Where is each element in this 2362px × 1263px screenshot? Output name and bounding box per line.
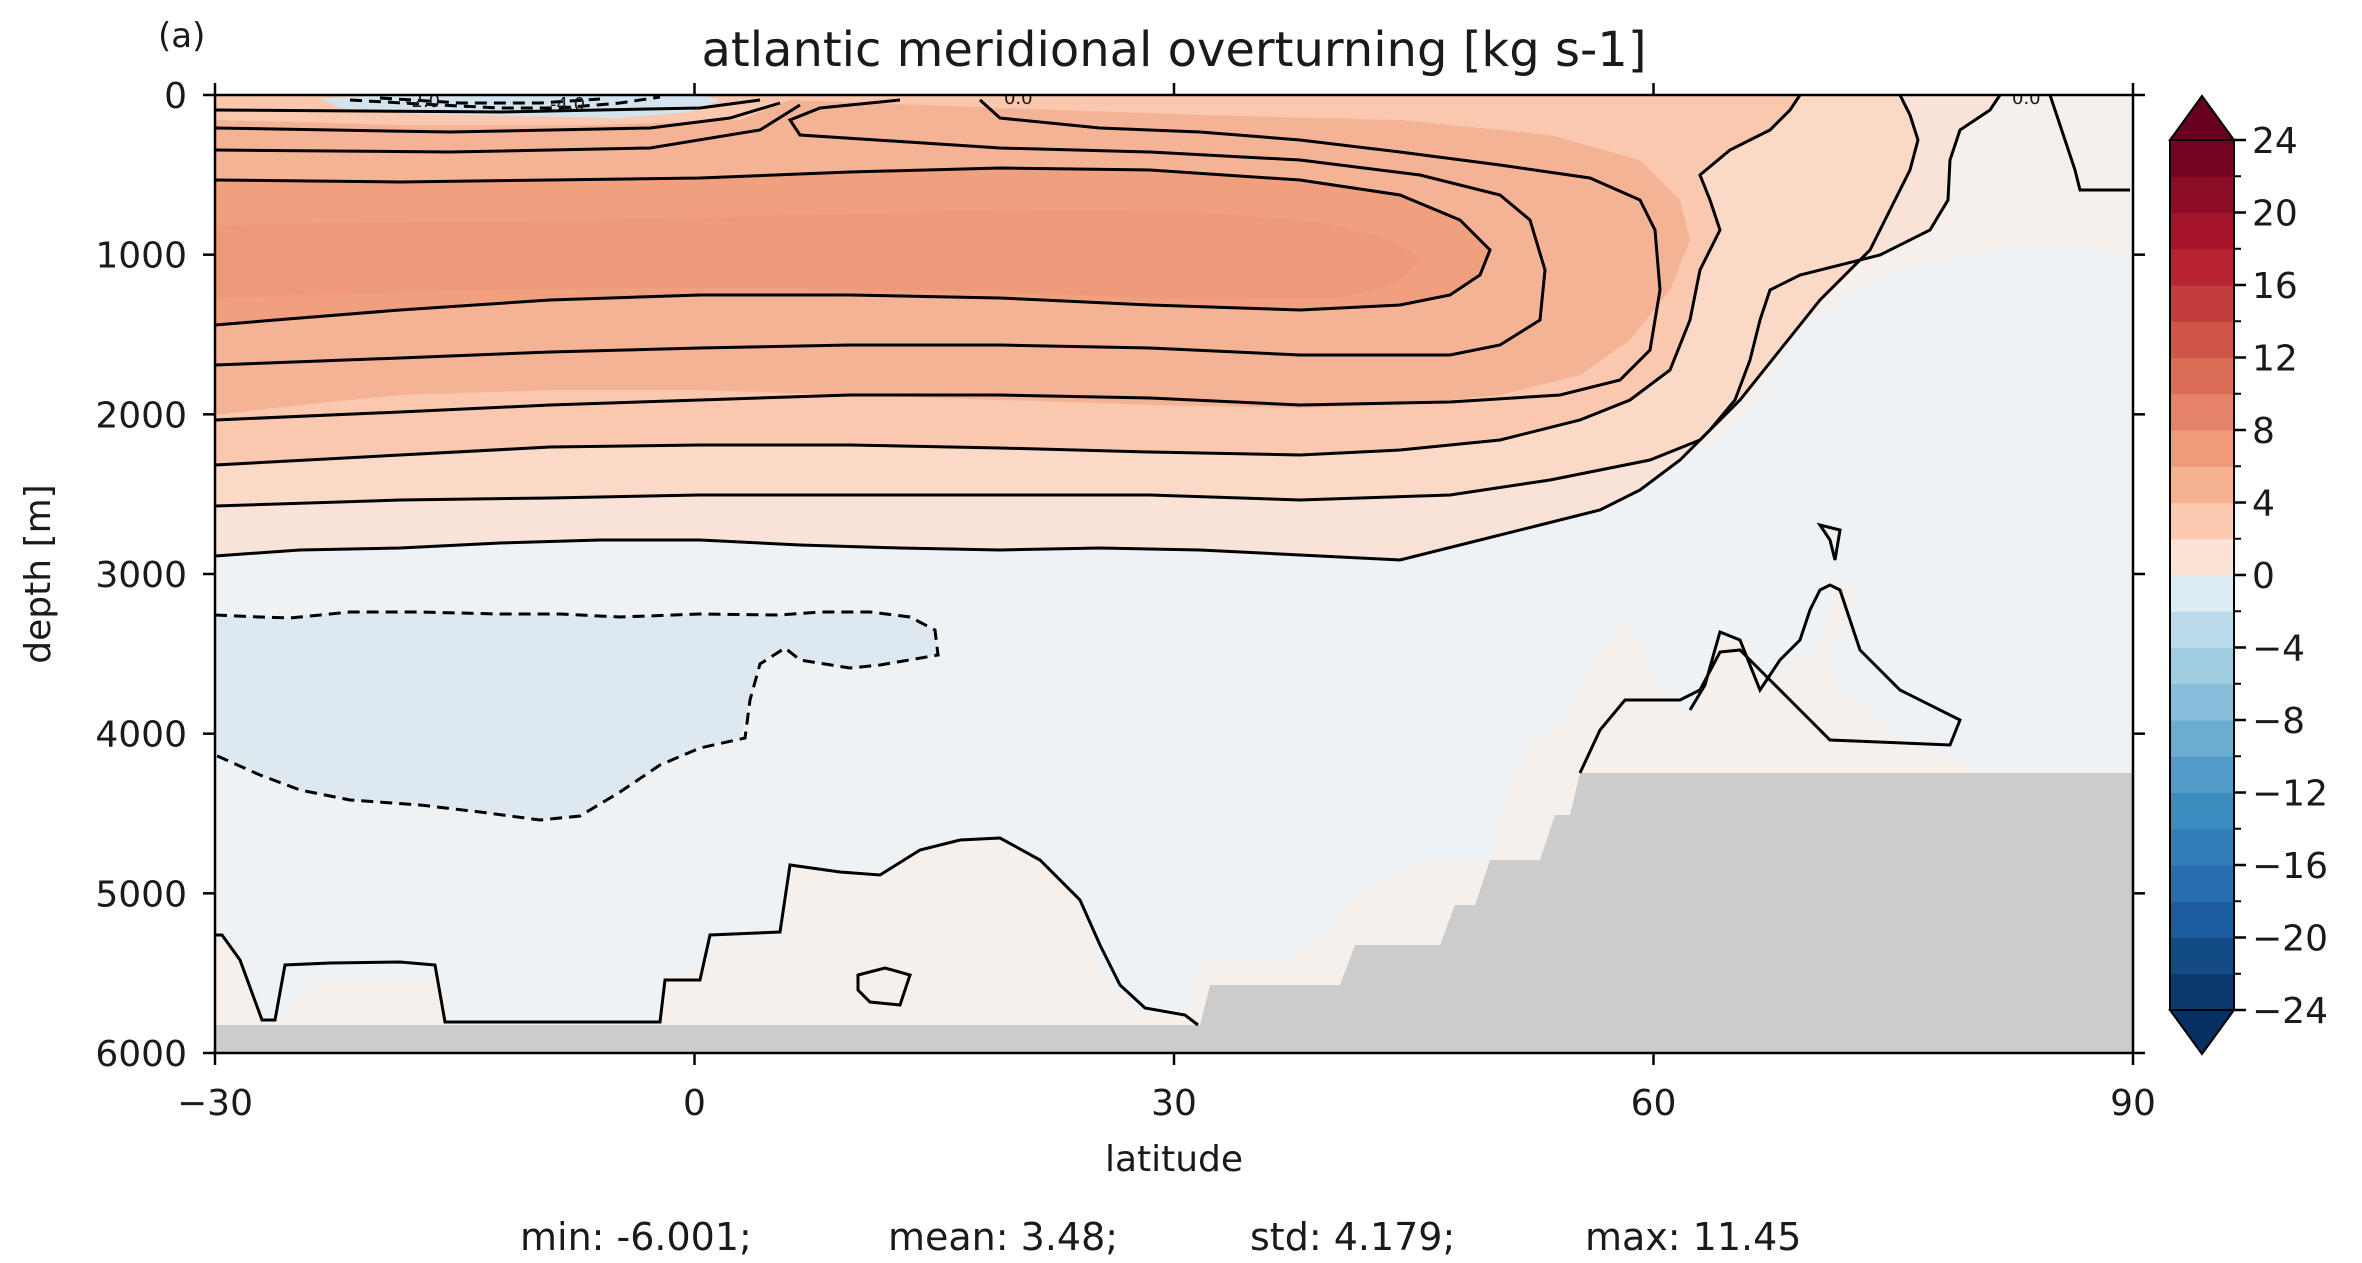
colorbar-segment [2170, 285, 2234, 322]
colorbar-segment [2170, 248, 2234, 286]
colorbar-segment [2170, 502, 2234, 540]
y-axis-ticks: 0 1000 2000 3000 4000 5000 6000 [95, 76, 2145, 1075]
colorbar-segment [2170, 357, 2234, 395]
colorbar-segment [2170, 756, 2234, 794]
colorbar-tick-label: 24 [2252, 121, 2298, 162]
stat-std: std: 4.179; [1250, 1215, 1455, 1259]
y-tick-label: 0 [164, 76, 187, 117]
cell-band-6 [215, 210, 1420, 300]
contour-lines-negative [215, 95, 940, 822]
colorbar-segment [2170, 683, 2234, 721]
colorbar-segment [2170, 973, 2234, 1011]
colorbar-segment [2170, 828, 2234, 866]
y-tick-label: 3000 [95, 555, 187, 596]
contour-label-4: 0.0 [2012, 88, 2041, 109]
colorbar-segment [2170, 212, 2234, 250]
colorbar-segment [2170, 792, 2234, 830]
x-tick-label: 30 [1151, 1083, 1197, 1124]
colorbar-segment [2170, 937, 2234, 975]
colorbar-extend-min [2168, 1009, 2236, 1056]
y-tick-label: 2000 [95, 395, 187, 436]
colorbar-tick-label: −12 [2252, 774, 2328, 815]
colorbar-tick-label: 12 [2252, 339, 2298, 380]
y-axis-title: depth [m] [18, 484, 59, 663]
contour-label-3: 0.0 [1004, 88, 1033, 109]
colorbar-segment [2170, 901, 2234, 939]
colorbar-segment [2170, 321, 2234, 359]
stat-max: max: 11.45 [1585, 1215, 1801, 1259]
colorbar-tick-label: −20 [2252, 919, 2328, 960]
negative-pocket [215, 612, 938, 820]
colorbar-segment [2170, 575, 2234, 612]
colorbar-extend-max [2168, 94, 2236, 141]
colorbar-tick-label: 4 [2252, 484, 2275, 525]
x-tick-label: 90 [2110, 1083, 2156, 1124]
y-tick-label: 6000 [95, 1034, 187, 1075]
colorbar-segment [2170, 611, 2234, 649]
colorbar-tick-label: −24 [2252, 991, 2328, 1032]
colorbar-segment [2170, 647, 2234, 685]
colorbar-segment [2170, 430, 2234, 467]
y-tick-label: 4000 [95, 715, 187, 756]
plot-area: -2.0 -4.0 0.0 0.0 [215, 88, 2133, 1053]
colorbar: 24 20 16 12 8 4 0 −4 −8 −12 −16 −20 −24 [2168, 94, 2328, 1056]
x-tick-label: 60 [1631, 1083, 1677, 1124]
colorbar-segment [2170, 538, 2234, 576]
colorbar-segment [2170, 865, 2234, 902]
colorbar-segment [2170, 720, 2234, 757]
y-tick-label: 1000 [95, 236, 187, 277]
panel-label: (a) [158, 16, 205, 56]
contour-label-2: -4.0 [550, 94, 585, 115]
colorbar-segment [2170, 466, 2234, 504]
x-tick-label: −30 [177, 1083, 253, 1124]
stats-line: min: -6.001; mean: 3.48; std: 4.179; max… [520, 1215, 1801, 1259]
colorbar-segment [2170, 176, 2234, 214]
stat-min: min: -6.001; [520, 1215, 752, 1259]
x-axis-ticks: −30 0 30 60 90 [177, 83, 2156, 1124]
contour-lines [215, 95, 2130, 1027]
x-axis-title: latitude [1105, 1139, 1243, 1180]
colorbar-tick-label: 8 [2252, 411, 2275, 452]
colorbar-tick-label: 0 [2252, 556, 2275, 597]
contour-label-1: -2.0 [405, 91, 440, 112]
stat-mean: mean: 3.48; [888, 1215, 1118, 1259]
y-tick-label: 5000 [95, 874, 187, 915]
colorbar-tick-label: −16 [2252, 846, 2328, 887]
land-mask [215, 773, 2133, 1053]
colorbar-tick-label: −8 [2252, 701, 2305, 742]
colorbar-tick-label: −4 [2252, 629, 2305, 670]
colorbar-tick-label: 16 [2252, 266, 2298, 307]
colorbar-segment [2170, 140, 2234, 177]
colorbar-tick-label: 20 [2252, 194, 2298, 235]
negative-region [215, 245, 2133, 1022]
x-tick-label: 0 [683, 1083, 706, 1124]
colorbar-segment [2170, 393, 2234, 431]
chart-title: atlantic meridional overturning [kg s-1] [701, 22, 1646, 78]
